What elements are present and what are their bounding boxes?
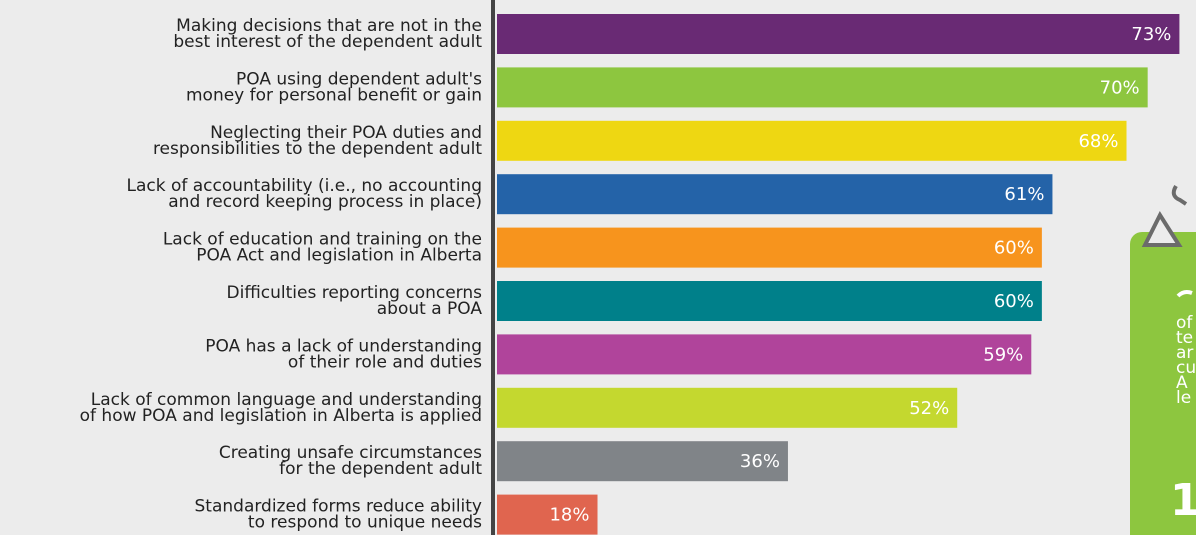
category-label: Creating unsafe circumstances [219,443,482,463]
category-label: of their role and duties [288,352,482,372]
bar [497,494,598,535]
side-panel-text: A [1176,373,1188,393]
value-label: 59% [983,344,1023,365]
category-label: of how POA and legislation in Alberta is… [80,406,482,426]
value-label: 61% [1004,184,1044,205]
category-label: Difficulties reporting concerns [227,283,483,303]
side-panel-text: ar [1176,343,1193,363]
category-label: best interest of the dependent adult [173,32,482,52]
category-label: about a POA [377,299,483,319]
category-label: Making decisions that are not in the [176,16,482,36]
category-label: POA using dependent adult's [236,69,482,89]
side-panel [1130,232,1196,535]
value-label: 70% [1100,77,1140,98]
bar [497,227,1042,268]
bar [497,14,1180,54]
category-label: Lack of education and training on the [163,230,482,250]
category-label: to respond to unique needs [248,513,482,533]
bar [497,67,1148,108]
category-label: Lack of accountability (i.e., no account… [126,176,482,196]
category-label: money for personal benefit or gain [186,85,482,105]
bar [497,281,1042,321]
category-label: Lack of common language and understandin… [91,390,482,410]
bar [497,174,1053,215]
category-label: Neglecting their POA duties and [210,123,482,143]
value-label: 18% [549,505,589,526]
value-label: 73% [1131,24,1171,45]
category-label: POA Act and legislation in Alberta [196,246,482,266]
value-label: 60% [994,238,1034,259]
value-label: 52% [909,398,949,419]
category-label: POA has a lack of understanding [205,336,482,356]
bar [497,441,788,482]
value-label: 36% [740,451,780,472]
side-panel-text: cu [1176,358,1196,378]
bar [497,120,1127,161]
category-label: and record keeping process in place) [168,192,482,212]
category-label: for the dependent adult [279,459,482,479]
side-panel-number: 1 [1170,475,1196,526]
value-label: 60% [994,291,1034,312]
scale-icon [1141,184,1193,298]
side-panel-text: te [1176,328,1193,348]
category-label: responsibilities to the dependent adult [153,139,482,159]
side-panel-text: le [1176,388,1191,408]
bar [497,387,958,428]
value-label: 68% [1078,131,1118,152]
category-label: Standardized forms reduce ability [195,497,483,517]
bar [497,334,1032,375]
side-panel-text: of [1176,313,1193,333]
